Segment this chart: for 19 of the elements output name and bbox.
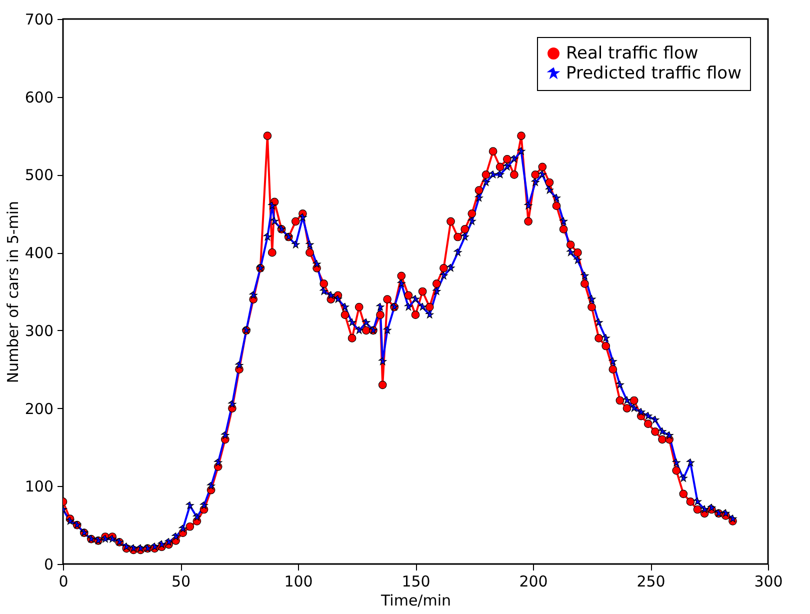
y-tick-label: 100 (24, 478, 54, 496)
y-tick-label: 200 (24, 400, 54, 418)
y-tick-label: 400 (24, 244, 54, 262)
y-tick-label: 500 (24, 166, 54, 184)
legend-label: Real traffic flow (566, 44, 698, 64)
x-axis-title: Time/min (380, 592, 452, 610)
x-tick-label: 150 (402, 572, 430, 590)
x-tick-label: 200 (519, 572, 548, 590)
y-tick-label: 600 (24, 88, 54, 106)
legend-label: Predicted traffic flow (566, 64, 742, 84)
x-tick-label: 300 (754, 572, 783, 590)
y-tick-label: 700 (24, 10, 54, 28)
y-axis-title: Number of cars in 5-min (4, 200, 22, 384)
x-tick-label: 0 (58, 572, 68, 590)
x-tick-label: 50 (171, 572, 191, 590)
y-tick-label: 300 (24, 322, 54, 340)
y-tick-label: 0 (44, 556, 54, 574)
x-tick-label: 100 (284, 572, 313, 590)
x-tick-label: 250 (636, 572, 666, 590)
